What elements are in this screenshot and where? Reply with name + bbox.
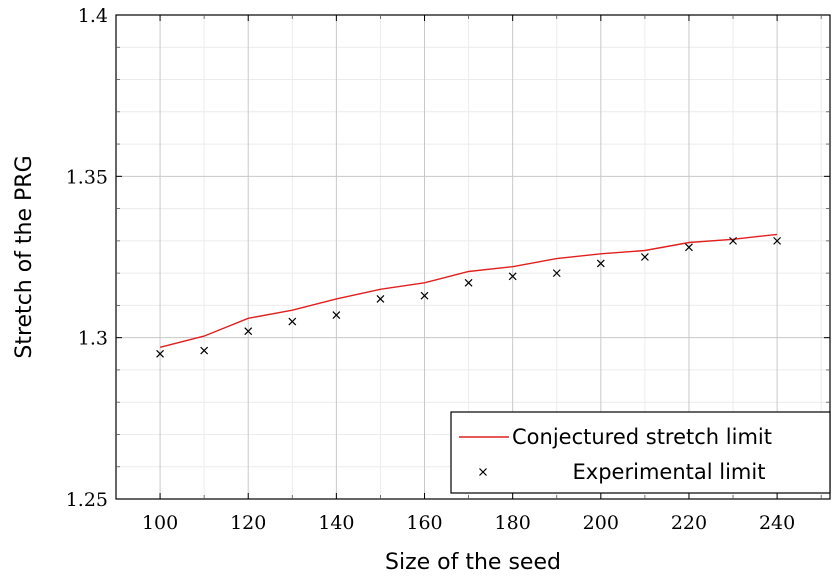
data-point-experimental <box>729 236 737 245</box>
series-layer <box>156 233 782 358</box>
data-point-experimental <box>244 327 253 336</box>
data-point-experimental <box>773 236 782 245</box>
x-tick-label: 140 <box>318 512 354 534</box>
data-point-experimental <box>640 253 649 261</box>
marker-stroke <box>464 278 473 287</box>
y-axis-title: Stretch of the PRG <box>12 155 37 358</box>
y-tick-label: 1.35 <box>66 166 108 188</box>
data-point-experimental <box>464 278 473 287</box>
data-point-experimental <box>685 243 693 252</box>
legend-marker-swatch <box>479 468 487 476</box>
data-point-experimental <box>156 349 164 358</box>
marker-stroke <box>508 272 517 281</box>
marker-stroke <box>332 311 341 320</box>
data-point-experimental <box>420 291 429 300</box>
marker-stroke <box>376 295 385 303</box>
marker-stroke <box>479 468 487 476</box>
marker-stroke <box>420 291 429 300</box>
plot-frame <box>115 14 831 500</box>
marker-stroke <box>552 269 561 278</box>
x-tick-label: 100 <box>142 512 178 534</box>
data-point-experimental <box>508 272 517 281</box>
x-axis-title: Size of the seed <box>385 550 561 575</box>
marker-stroke <box>729 236 737 245</box>
tick-labels: 100 120 140 160 180 200 220 240 1.25 1.3 1.35 1.4 <box>66 5 796 534</box>
legend-marker <box>479 468 487 476</box>
x-tick-label: 200 <box>583 512 619 534</box>
axis-ticks <box>116 14 830 500</box>
legend-entry-conjectured: Conjectured stretch limit <box>512 425 772 449</box>
grid-major <box>116 15 830 499</box>
marker-stroke <box>288 317 297 326</box>
legend-box <box>450 411 831 494</box>
marker-stroke <box>244 327 253 336</box>
legend-entry-experimental: Experimental limit <box>573 460 766 484</box>
data-point-experimental <box>376 295 385 303</box>
marker-stroke <box>685 243 693 252</box>
legend: Conjectured stretch limit Experimental l… <box>450 411 831 494</box>
y-tick-label: 1.4 <box>78 5 108 27</box>
marker-stroke <box>640 253 649 261</box>
data-point-experimental <box>332 311 341 320</box>
series-line-conjectured <box>159 233 778 348</box>
y-tick-label: 1.25 <box>66 489 108 511</box>
marker-stroke <box>596 259 605 268</box>
marker-stroke <box>156 349 164 358</box>
data-point-experimental <box>596 259 605 268</box>
x-tick-label: 240 <box>759 512 795 534</box>
marker-stroke <box>200 346 209 355</box>
data-point-experimental <box>552 269 561 278</box>
x-tick-label: 220 <box>671 512 707 534</box>
data-point-experimental <box>200 346 209 355</box>
data-point-experimental <box>288 317 297 326</box>
y-tick-label: 1.3 <box>78 328 108 350</box>
marker-stroke <box>773 236 782 245</box>
x-tick-label: 180 <box>495 512 531 534</box>
x-tick-label: 120 <box>230 512 266 534</box>
x-tick-label: 160 <box>406 512 442 534</box>
